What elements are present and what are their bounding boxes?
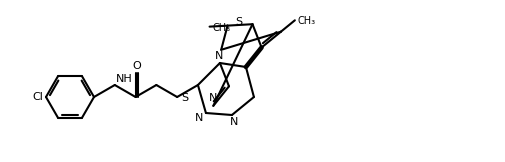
Text: O: O bbox=[132, 61, 141, 71]
Text: N: N bbox=[209, 93, 218, 103]
Text: N: N bbox=[215, 51, 223, 61]
Text: N: N bbox=[230, 117, 238, 127]
Text: N: N bbox=[195, 113, 203, 123]
Text: S: S bbox=[181, 93, 188, 103]
Text: CH₃: CH₃ bbox=[298, 16, 316, 26]
Text: NH: NH bbox=[116, 74, 132, 84]
Text: Cl: Cl bbox=[32, 92, 43, 102]
Text: S: S bbox=[235, 17, 243, 27]
Text: CH₃: CH₃ bbox=[213, 23, 231, 33]
